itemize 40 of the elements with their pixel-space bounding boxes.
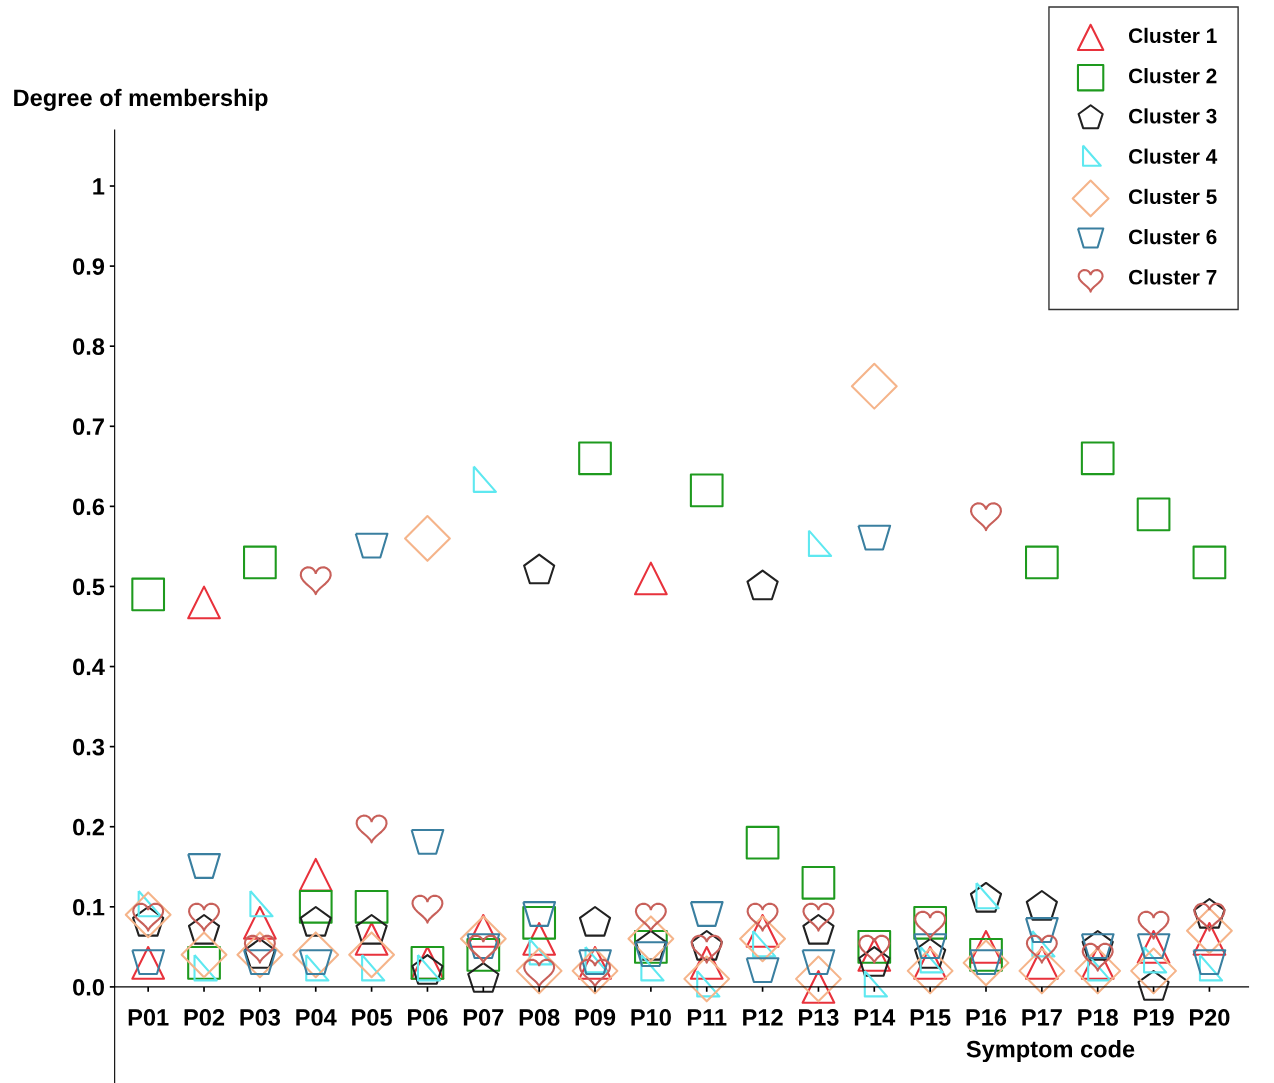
x-tick-label: P16 [966, 1009, 1007, 1026]
x-tick-label: P19 [1134, 1009, 1174, 1026]
legend-label: Cluster 3 [1128, 108, 1217, 124]
x-tick-label: P14 [854, 1009, 896, 1026]
y-tick-label: 0.1 [73, 898, 105, 916]
x-tick-label: P11 [687, 1009, 727, 1026]
x-tick-label: P07 [463, 1009, 504, 1026]
x-tick-label: P08 [519, 1009, 560, 1026]
y-axis-title: Degree of membership [14, 88, 268, 111]
x-tick-label: P18 [1078, 1009, 1118, 1026]
x-tick-label: P06 [408, 1009, 448, 1026]
x-tick-label: P01 [128, 1009, 169, 1026]
y-tick-label: 0.4 [73, 658, 105, 676]
x-tick-label: P03 [240, 1009, 281, 1026]
x-tick-label: P13 [799, 1009, 839, 1026]
x-axis-title: Symptom code [966, 1040, 1135, 1063]
legend-label: Cluster 4 [1128, 148, 1218, 164]
y-tick-label: 0.7 [73, 418, 104, 436]
y-tick-label: 0.0 [73, 978, 104, 996]
y-tick-label: 0.2 [73, 818, 104, 836]
legend-label: Cluster 1 [1128, 27, 1217, 44]
x-tick-label: P04 [296, 1009, 337, 1026]
legend-label: Cluster 6 [1128, 229, 1217, 245]
x-tick-label: P20 [1190, 1009, 1230, 1026]
x-tick-label: P02 [184, 1009, 225, 1026]
y-tick-label: 0.6 [73, 498, 105, 516]
x-tick-label: P15 [910, 1009, 951, 1026]
legend-label: Cluster 5 [1128, 188, 1217, 205]
y-tick-label: 1 [93, 178, 105, 195]
legend-label: Cluster 7 [1128, 269, 1217, 285]
x-tick-label: P17 [1022, 1009, 1062, 1026]
x-tick-label: P12 [743, 1009, 783, 1026]
x-tick-label: P05 [352, 1009, 392, 1026]
y-tick-label: 0.8 [73, 338, 105, 355]
y-tick-label: 0.5 [73, 578, 105, 596]
legend-label: Cluster 2 [1128, 68, 1217, 84]
y-tick-label: 0.3 [73, 738, 105, 756]
x-tick-label: P10 [631, 1009, 671, 1026]
y-tick-label: 0.9 [73, 258, 105, 275]
x-tick-label: P09 [575, 1009, 616, 1026]
